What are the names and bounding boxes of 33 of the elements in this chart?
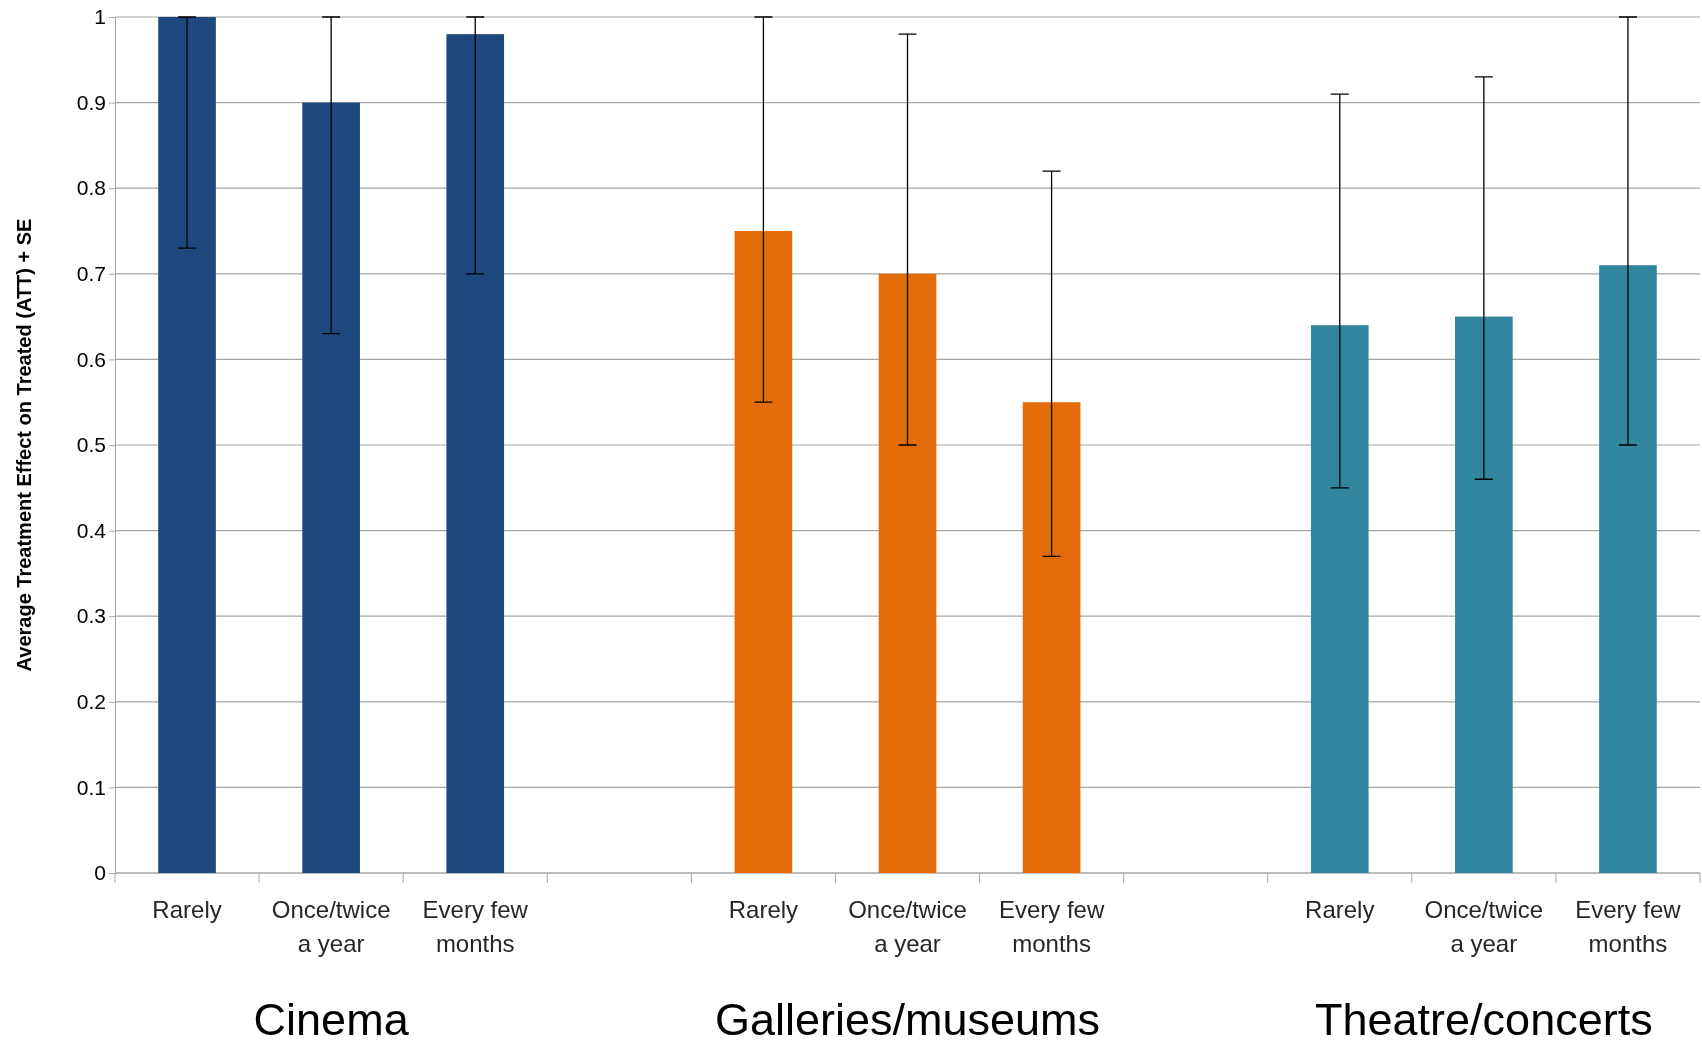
x-tick-label: Once/twice a year <box>848 896 967 957</box>
y-tick-label: 0.8 <box>76 176 106 200</box>
bar <box>446 34 505 873</box>
bar <box>1310 325 1369 873</box>
y-tick-label: 0 <box>94 861 106 885</box>
y-axis-title: Average Treatment Effect on Treated (ATT) + SE <box>13 218 35 672</box>
bar <box>158 17 216 873</box>
y-tick-label: 0.2 <box>76 690 106 714</box>
bar <box>734 231 793 873</box>
y-tick-label: 0.5 <box>76 433 106 457</box>
bar <box>1022 402 1081 873</box>
x-tick-label: Rarely <box>152 896 222 923</box>
x-tick-label: Every few months <box>1575 896 1682 957</box>
bar <box>302 102 360 873</box>
x-tick-label: Rarely <box>728 896 799 923</box>
y-tick-label: 0.7 <box>76 262 106 286</box>
x-tick-label: Rarely <box>1305 896 1375 923</box>
bar <box>1599 265 1657 873</box>
bar <box>1455 316 1513 873</box>
x-tick-label: Once/twice a year <box>271 896 391 957</box>
y-tick-label: 0.4 <box>76 518 107 542</box>
x-tick-label: Every few months <box>998 896 1105 957</box>
y-tick-label: 0.3 <box>76 604 106 628</box>
text: Galleries/museums <box>714 994 1101 1042</box>
y-tick-label: 0.1 <box>76 775 106 799</box>
text: Cinema <box>253 994 410 1042</box>
y-tick-label: 0.9 <box>76 90 106 114</box>
bar <box>878 273 937 873</box>
y-tick-label: 0.6 <box>76 347 106 371</box>
text: Theatre/concerts <box>1315 994 1653 1042</box>
y-tick-label: 1 <box>94 5 106 29</box>
x-tick-label: Every few months <box>422 896 529 957</box>
x-tick-label: Once/twice a year <box>1424 896 1544 957</box>
